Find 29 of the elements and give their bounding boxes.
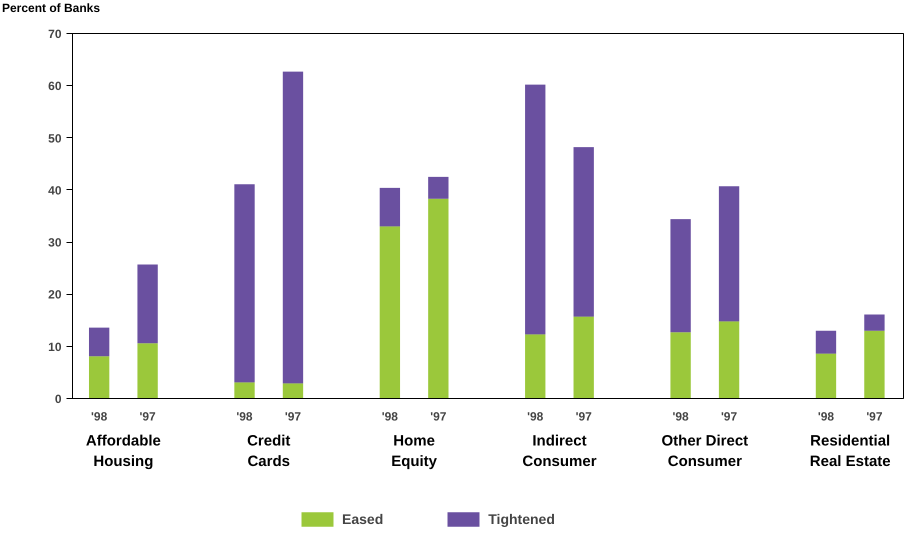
y-axis-title: Percent of Banks xyxy=(2,0,100,17)
y-tick-label: 60 xyxy=(48,79,62,94)
legend-label: Tightened xyxy=(488,511,555,527)
y-tick-label: 70 xyxy=(48,27,62,41)
x-tick-label: '98 xyxy=(382,410,398,424)
text: Home Equity xyxy=(391,432,438,470)
text: Residential Real Estate xyxy=(810,432,891,470)
x-tick-label: '97 xyxy=(140,410,156,424)
text: Credit Cards xyxy=(247,432,290,470)
x-tick-label: '98 xyxy=(527,410,544,424)
y-tick-label: 50 xyxy=(48,131,62,146)
x-tick-label: '97 xyxy=(284,410,302,424)
x-tick-label: '97 xyxy=(430,410,447,424)
x-tick-label: '98 xyxy=(672,410,690,424)
text: Affordable Housing xyxy=(86,432,161,470)
x-tick-label: '98 xyxy=(91,410,108,424)
y-tick-label: 40 xyxy=(48,183,62,198)
y-tick-label: 20 xyxy=(48,288,62,302)
y-tick-label: 30 xyxy=(48,236,62,250)
legend-label: Eased xyxy=(342,511,384,527)
y-tick-label: 0 xyxy=(54,392,62,406)
x-tick-label: '97 xyxy=(866,410,883,424)
text: Other Direct Consumer xyxy=(661,432,748,470)
y-tick-label: 10 xyxy=(48,340,62,354)
x-tick-label: '97 xyxy=(576,410,592,424)
x-tick-label: '97 xyxy=(720,410,738,424)
text: Indirect Consumer xyxy=(522,432,597,470)
x-tick-label: '98 xyxy=(818,410,834,424)
x-tick-label: '98 xyxy=(236,410,253,424)
